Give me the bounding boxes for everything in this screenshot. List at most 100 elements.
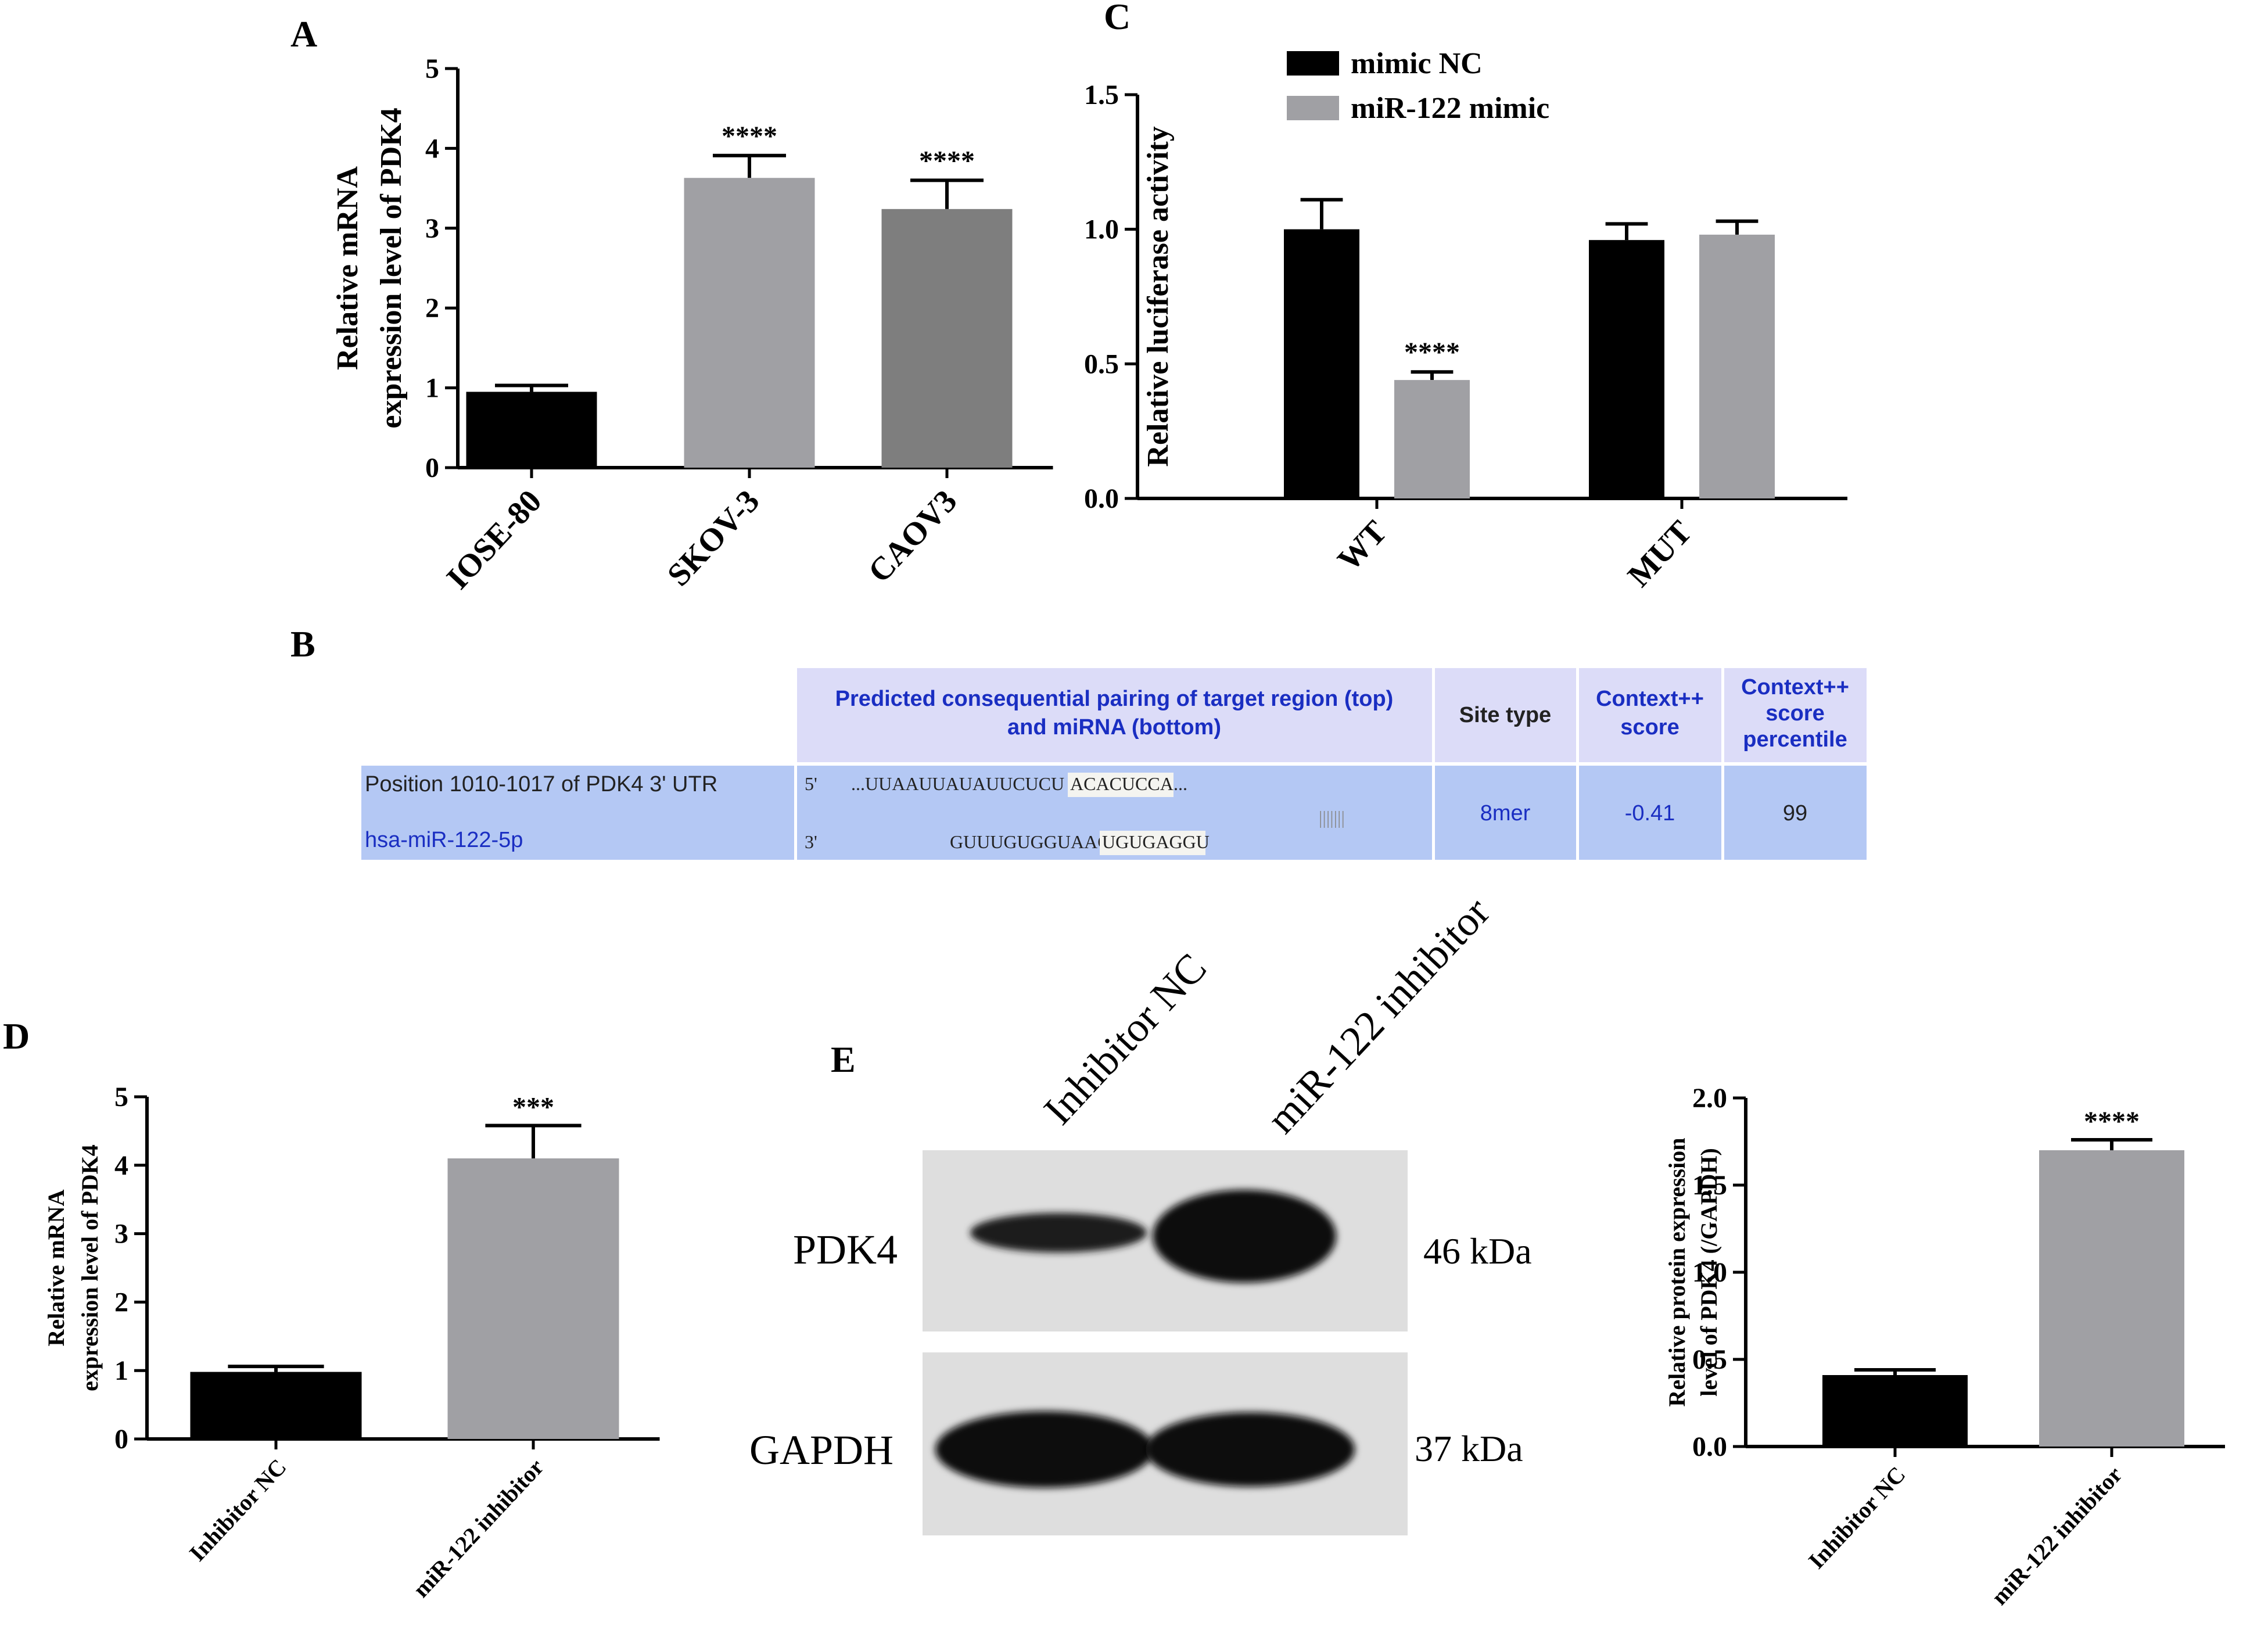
table-header-context-line2: score xyxy=(1620,715,1679,740)
y-tick-label: 0.0 xyxy=(1084,483,1119,514)
chart-a-expression: 0 1 2 3 4 5 IOSE-80 **** SKOV-3 **** CAOV3 Relative… xyxy=(331,53,1053,596)
bar xyxy=(1822,1375,1968,1447)
bar xyxy=(1284,229,1359,498)
bar xyxy=(2039,1150,2184,1447)
bar xyxy=(466,392,597,468)
western-blot: Inhibitor NC miR-122 inhibitor PDK4 46 k… xyxy=(749,889,1532,1535)
y-tick-label: 4 xyxy=(114,1150,128,1181)
y-axis-title: expression level of PDK4 xyxy=(77,1144,103,1391)
panel-letter-b: B xyxy=(290,623,315,665)
y-axis-title: Relative protein expression xyxy=(1664,1138,1690,1407)
y-tick-label: 1 xyxy=(114,1355,128,1386)
y-tick-label: 3 xyxy=(425,213,439,244)
bar xyxy=(684,178,815,468)
table-row-label-top: Position 1010-1017 of PDK4 3' UTR xyxy=(365,772,717,796)
significance-marker: **** xyxy=(919,145,975,176)
y-tick-label: 5 xyxy=(425,53,439,84)
panel-letter-e: E xyxy=(831,1039,856,1080)
x-category-label: CAOV3 xyxy=(862,483,964,590)
y-axis-title: Relative mRNA xyxy=(331,166,364,370)
seq-top-highlight: ACACUCCA xyxy=(1070,773,1174,794)
table-header-percentile-line2: score xyxy=(1765,701,1824,726)
panel-letter-d: D xyxy=(3,1015,30,1057)
y-tick-label: 1.5 xyxy=(1084,80,1119,110)
significance-marker: **** xyxy=(722,121,777,152)
y-tick-label: 5 xyxy=(114,1082,128,1112)
seq-bottom-highlight: UGUGAGGU xyxy=(1102,831,1210,852)
table-header-percentile-line1: Context++ xyxy=(1741,675,1849,699)
table-header-percentile-cell xyxy=(1724,668,1867,762)
bar xyxy=(1394,380,1470,498)
y-tick-label: 2.0 xyxy=(1692,1083,1727,1114)
significance-marker: **** xyxy=(1404,337,1460,368)
wb-gapdh-band-lane1 xyxy=(935,1411,1154,1488)
legend-label-mimic-nc: mimic NC xyxy=(1351,47,1483,80)
table-row-site-cell xyxy=(1435,766,1576,860)
y-tick-label: 0.5 xyxy=(1692,1344,1727,1375)
y-tick-label: 4 xyxy=(425,133,439,164)
targetscan-table: Predicted consequential pairing of targe… xyxy=(361,668,1867,860)
wb-gapdh-band-lane2 xyxy=(1146,1412,1355,1487)
y-tick-label: 0 xyxy=(114,1424,128,1455)
panel-letter-c: C xyxy=(1104,0,1131,37)
y-tick-label: 0 xyxy=(425,453,439,483)
seq-bottom-highlight-bg xyxy=(1100,831,1205,855)
x-category-label: SKOV-3 xyxy=(661,483,767,593)
wb-gapdh-kda: 37 kDa xyxy=(1415,1428,1523,1469)
wb-lane2-label: miR-122 inhibitor xyxy=(1258,889,1499,1142)
seq-bottom-prefix: 3' xyxy=(805,831,817,852)
y-tick-label: 1 xyxy=(425,373,439,404)
significance-marker: *** xyxy=(512,1092,554,1122)
table-row-context-cell xyxy=(1579,766,1721,860)
chart-e-protein: 0.0 0.5 1.0 1.5 2.0 Inhibitor NC **** miR-122 i… xyxy=(1664,1083,2225,1610)
panel-letter-a: A xyxy=(290,13,317,55)
table-site-type-value: 8mer xyxy=(1480,801,1531,826)
x-category-label: WT xyxy=(1330,514,1394,579)
y-tick-label: 3 xyxy=(114,1219,128,1250)
legend-c: mimic NC miR-122 mimic xyxy=(1287,47,1549,125)
wb-pdk4-band-lane2 xyxy=(1153,1190,1336,1283)
table-header-percentile-line3: percentile xyxy=(1743,727,1847,752)
y-tick-label: 1.5 xyxy=(1692,1170,1727,1201)
table-header-pairing-cell xyxy=(797,668,1432,762)
table-row-label-bottom: hsa-miR-122-5p xyxy=(365,828,523,852)
wb-pdk4-label: PDK4 xyxy=(793,1226,898,1273)
y-axis-title: Relative luciferase activity xyxy=(1142,126,1175,466)
wb-gapdh-label: GAPDH xyxy=(749,1427,893,1473)
table-header-site-cell xyxy=(1435,668,1576,762)
x-category-label: Inhibitor NC xyxy=(184,1453,292,1566)
y-tick-label: 1.0 xyxy=(1084,214,1119,245)
legend-swatch-mimic-nc xyxy=(1287,51,1339,76)
y-tick-label: 2 xyxy=(114,1287,128,1318)
y-tick-label: 0.5 xyxy=(1084,349,1119,379)
table-context-score-value: -0.41 xyxy=(1625,801,1675,826)
seq-top-plain: ...UUAAUUAUAUUCUCU xyxy=(851,773,1064,794)
y-tick-label: 0.0 xyxy=(1692,1431,1727,1462)
bar xyxy=(881,209,1013,468)
table-header-context-line1: Context++ xyxy=(1596,687,1704,711)
x-category-label: miR-122 inhibitor xyxy=(408,1453,549,1602)
chart-d-mrna: 0 1 2 3 4 5 Inhibitor NC *** miR-122 inhibitor Re… xyxy=(43,1082,660,1602)
seq-top-prefix: 5' xyxy=(805,773,817,794)
x-category-label: IOSE-80 xyxy=(440,483,549,597)
table-header-context-cell xyxy=(1579,668,1721,762)
bar xyxy=(1699,234,1775,498)
x-category-label: miR-122 inhibitor xyxy=(1986,1461,2127,1610)
y-axis-title: Relative mRNA xyxy=(43,1189,69,1346)
y-tick-label: 1.0 xyxy=(1692,1257,1727,1288)
table-row-percentile-cell xyxy=(1724,766,1867,860)
significance-marker: **** xyxy=(2084,1106,2140,1137)
table-row-label-cell xyxy=(361,766,794,860)
table-percentile-value: 99 xyxy=(1783,801,1807,826)
legend-swatch-mir122-mimic xyxy=(1287,96,1339,120)
x-category-label: MUT xyxy=(1621,514,1699,594)
bar xyxy=(1589,240,1664,498)
chart-c-luciferase: 0.0 0.5 1.0 1.5 **** WT MUT Relative luciferase… xyxy=(1084,80,1847,594)
bar xyxy=(447,1158,619,1439)
seq-top-highlight-bg xyxy=(1068,773,1174,797)
legend-label-mir122-mimic: miR-122 mimic xyxy=(1351,92,1549,125)
y-axis-title: expression level of PDK4 xyxy=(375,107,408,428)
wb-lane1-label: Inhibitor NC xyxy=(1035,945,1215,1133)
bar xyxy=(190,1372,362,1439)
